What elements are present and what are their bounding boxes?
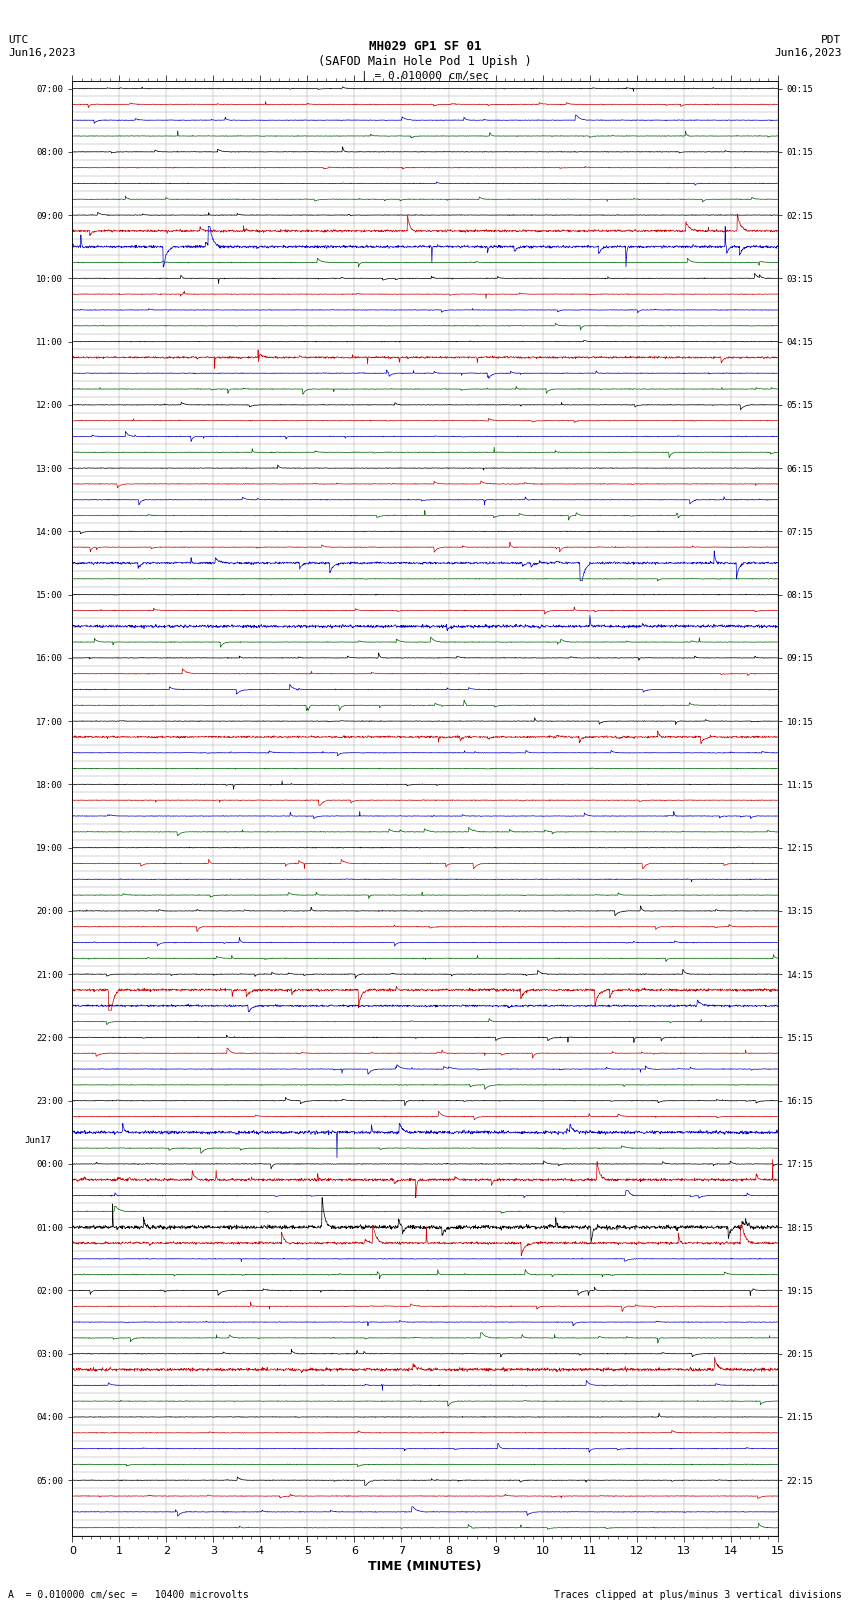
Text: Jun16,2023: Jun16,2023 [8, 48, 76, 58]
Text: Traces clipped at plus/minus 3 vertical divisions: Traces clipped at plus/minus 3 vertical … [553, 1590, 842, 1600]
Text: | = 0.010000 cm/sec: | = 0.010000 cm/sec [361, 71, 489, 82]
Text: Jun16,2023: Jun16,2023 [774, 48, 842, 58]
Text: (SAFOD Main Hole Pod 1 Upish ): (SAFOD Main Hole Pod 1 Upish ) [318, 55, 532, 68]
Text: UTC: UTC [8, 35, 29, 45]
Text: A  = 0.010000 cm/sec =   10400 microvolts: A = 0.010000 cm/sec = 10400 microvolts [8, 1590, 249, 1600]
Text: Jun17: Jun17 [25, 1136, 51, 1145]
X-axis label: TIME (MINUTES): TIME (MINUTES) [368, 1560, 482, 1573]
Text: MH029 GP1 SF 01: MH029 GP1 SF 01 [369, 40, 481, 53]
Text: PDT: PDT [821, 35, 842, 45]
